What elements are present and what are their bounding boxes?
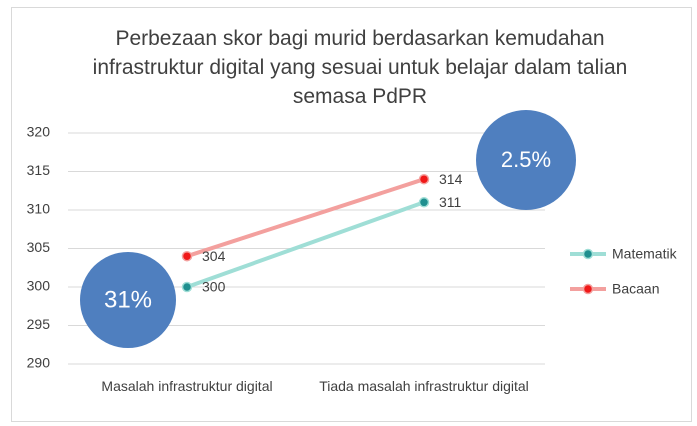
x-tick-label: Masalah infrastruktur digital — [101, 378, 273, 394]
annotation-label: 2.5% — [501, 147, 551, 172]
data-point — [181, 281, 193, 293]
chart-title: Perbezaan skor bagi murid berdasarkan ke… — [92, 27, 628, 108]
y-tick-label: 290 — [27, 355, 51, 371]
data-label: 304 — [202, 248, 226, 264]
series-line — [186, 177, 425, 259]
legend-marker — [582, 248, 594, 260]
y-tick-label: 315 — [27, 162, 51, 178]
legend-label: Bacaan — [612, 281, 659, 297]
data-label: 314 — [439, 171, 463, 187]
y-tick-label: 295 — [27, 316, 51, 332]
annotation-label: 31% — [104, 286, 152, 313]
data-point — [418, 173, 430, 185]
legend-label: Matematik — [612, 246, 678, 262]
x-tick-label: Tiada masalah infrastruktur digital — [319, 378, 529, 394]
y-tick-label: 310 — [27, 201, 51, 217]
annotation-bubble — [476, 110, 576, 210]
y-tick-label: 300 — [27, 278, 51, 294]
legend-marker — [582, 283, 594, 295]
annotation-bubble — [80, 252, 176, 348]
y-tick-label: 320 — [27, 124, 51, 140]
data-point — [181, 250, 193, 262]
series-line — [186, 200, 425, 289]
chart-border — [11, 7, 692, 422]
data-label: 300 — [202, 279, 226, 295]
data-point — [418, 197, 430, 208]
y-tick-label: 305 — [27, 239, 51, 255]
data-label: 311 — [439, 194, 462, 210]
